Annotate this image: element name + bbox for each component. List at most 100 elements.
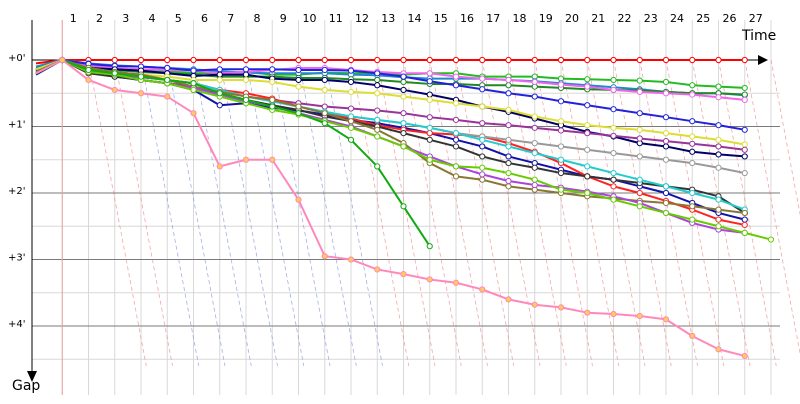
data-point (348, 79, 353, 84)
data-point (401, 144, 406, 149)
data-point (427, 125, 432, 130)
data-point (690, 57, 695, 62)
data-point (270, 57, 275, 62)
x-tick-label: 18 (513, 12, 527, 25)
lap-guide-line (89, 60, 147, 366)
data-point (86, 67, 91, 72)
data-point (558, 305, 563, 310)
data-point (375, 77, 380, 82)
data-point (322, 87, 327, 92)
data-point (690, 134, 695, 139)
data-point (243, 67, 248, 72)
data-point (165, 57, 170, 62)
data-point (480, 121, 485, 126)
data-point (401, 131, 406, 136)
lap-guide-line (771, 60, 800, 366)
x-tick-label: 10 (303, 12, 317, 25)
data-point (191, 57, 196, 62)
data-point (375, 164, 380, 169)
x-tick-label: 26 (723, 12, 737, 25)
data-point (742, 97, 747, 102)
data-point (375, 83, 380, 88)
data-point (375, 71, 380, 76)
data-point (637, 177, 642, 182)
data-point (585, 123, 590, 128)
x-tick-label: 9 (280, 12, 287, 25)
data-point (296, 77, 301, 82)
data-point (716, 57, 721, 62)
data-point (742, 147, 747, 152)
data-point (663, 139, 668, 144)
data-point (270, 104, 275, 109)
lap-guide-line (351, 60, 409, 366)
data-point (716, 123, 721, 128)
data-point (611, 125, 616, 130)
x-tick-label: 23 (644, 12, 658, 25)
data-point (716, 197, 721, 202)
lap-guide-line (509, 60, 567, 366)
data-point (480, 177, 485, 182)
data-point (585, 103, 590, 108)
data-point (138, 91, 143, 96)
data-point (506, 184, 511, 189)
data-point (506, 57, 511, 62)
data-point (348, 137, 353, 142)
data-point (663, 131, 668, 136)
data-point (401, 121, 406, 126)
data-point (375, 91, 380, 96)
data-point (585, 84, 590, 89)
x-axis-arrow-icon (758, 55, 768, 65)
series-line (36, 57, 747, 63)
data-point (742, 127, 747, 132)
data-point (637, 78, 642, 83)
x-tick-label: 24 (670, 12, 684, 25)
data-point (532, 94, 537, 99)
data-point (585, 147, 590, 152)
data-point (296, 111, 301, 116)
data-point (716, 144, 721, 149)
lap-guide-line (377, 60, 435, 366)
data-point (637, 154, 642, 159)
x-tick-label: 12 (355, 12, 369, 25)
data-point (506, 107, 511, 112)
data-point (401, 94, 406, 99)
series-path (36, 60, 430, 246)
x-tick-label: 16 (460, 12, 474, 25)
data-point (637, 89, 642, 94)
data-point (296, 197, 301, 202)
data-point (348, 89, 353, 94)
data-point (716, 217, 721, 222)
data-point (742, 142, 747, 147)
data-point (742, 217, 747, 222)
x-tick-label: 22 (618, 12, 632, 25)
x-tick-label: 2 (96, 12, 103, 25)
data-point (690, 190, 695, 195)
y-tick-label: +3' (8, 253, 26, 264)
x-tick-label: 1 (70, 12, 77, 25)
data-point (585, 310, 590, 315)
data-point (296, 67, 301, 72)
data-point (611, 197, 616, 202)
data-point (348, 257, 353, 262)
data-point (191, 81, 196, 86)
x-tick-label: 8 (254, 12, 261, 25)
data-point (506, 297, 511, 302)
x-tick-label: 15 (434, 12, 448, 25)
data-point (165, 77, 170, 82)
data-point (611, 57, 616, 62)
data-point (637, 136, 642, 141)
data-point (243, 157, 248, 162)
data-point (322, 57, 327, 62)
data-point (480, 87, 485, 92)
data-point (585, 164, 590, 169)
series (36, 57, 774, 358)
data-point (663, 184, 668, 189)
x-tick-label: 11 (329, 12, 343, 25)
data-point (637, 127, 642, 132)
data-point (506, 160, 511, 165)
x-tick-label: 25 (696, 12, 710, 25)
data-point (453, 280, 458, 285)
data-point (506, 154, 511, 159)
data-point (532, 114, 537, 119)
